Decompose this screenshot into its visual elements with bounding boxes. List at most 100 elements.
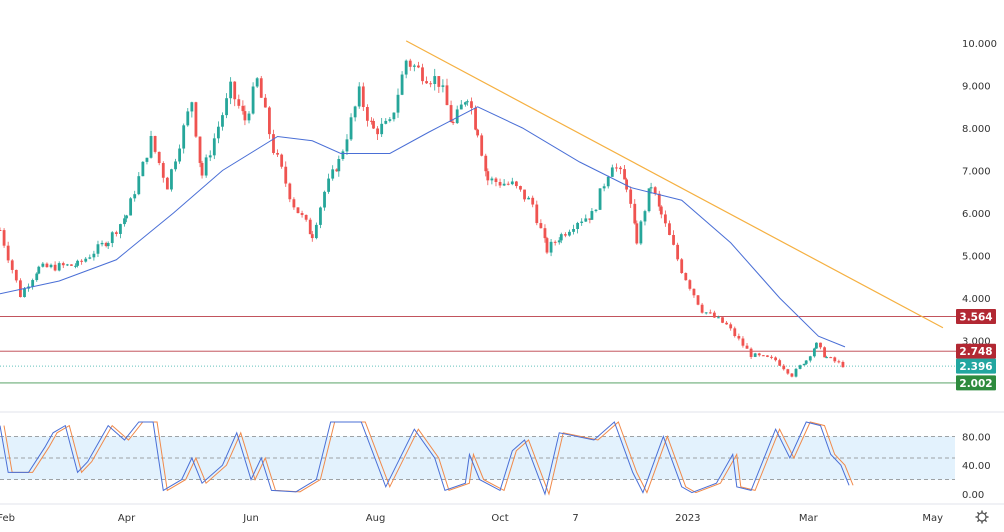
candle (104, 242, 108, 247)
candle (23, 288, 26, 298)
candle (165, 177, 169, 190)
price-level-tag (956, 343, 996, 359)
candle (712, 312, 716, 318)
time-tick-label: Aug (366, 513, 386, 524)
candle (676, 244, 680, 260)
candle (216, 126, 220, 139)
price-tick-label: 6.000 (962, 209, 991, 220)
candle (753, 353, 757, 357)
candle (314, 224, 318, 239)
price-tick-label: 10.000 (962, 39, 997, 50)
candle (476, 129, 480, 136)
candle (708, 312, 712, 314)
candle (668, 223, 671, 235)
candle (125, 215, 128, 219)
candle (463, 102, 467, 105)
candle (88, 257, 92, 259)
price-level-tag (956, 309, 996, 325)
candle (557, 240, 561, 243)
price-tick-label: 7.000 (962, 167, 991, 178)
candle (137, 176, 141, 195)
candle (365, 107, 369, 121)
candle (553, 241, 557, 243)
candle (119, 224, 122, 234)
candle (304, 214, 308, 220)
candle (527, 197, 531, 200)
candle (288, 183, 292, 200)
time-tick-label: 2023 (675, 513, 700, 524)
candle (76, 260, 79, 266)
candle (141, 161, 145, 177)
candle (404, 60, 408, 75)
candle (465, 101, 469, 103)
price-tick-label: 9.000 (962, 82, 991, 93)
candle (635, 223, 639, 244)
candle (559, 234, 563, 241)
candle (680, 259, 684, 273)
candle (653, 187, 657, 194)
candle (80, 260, 84, 262)
candle (429, 83, 433, 85)
time-tick-label: Apr (118, 513, 136, 524)
candle (345, 139, 349, 152)
candle (659, 206, 663, 215)
candle (396, 94, 400, 113)
candle (370, 120, 373, 122)
candle (725, 322, 729, 325)
candle (437, 76, 441, 87)
candle (186, 111, 190, 126)
candle (341, 151, 345, 160)
candle (92, 253, 96, 258)
candle (174, 161, 177, 170)
candle (145, 157, 149, 162)
candle (531, 197, 535, 205)
candle (606, 176, 610, 187)
candle (357, 86, 361, 107)
candle (237, 99, 241, 106)
candle (300, 213, 304, 215)
candle (449, 105, 453, 122)
candle (57, 263, 61, 271)
candle (733, 328, 737, 337)
candle (388, 119, 392, 121)
candle (384, 120, 388, 124)
candle (545, 238, 549, 253)
price-level-label: 2.002 (959, 378, 992, 390)
candle (543, 228, 547, 239)
candle (510, 181, 514, 185)
candle (198, 136, 202, 163)
candle (519, 186, 522, 190)
candle (663, 214, 667, 224)
price-level-label: 2.396 (959, 361, 992, 373)
candle (208, 155, 212, 158)
candle (833, 357, 837, 362)
candle (349, 117, 353, 140)
trendline[interactable] (405, 40, 944, 329)
candle (486, 171, 490, 181)
candle (259, 78, 263, 98)
candle (798, 365, 802, 369)
candle (808, 356, 812, 361)
candle (0, 230, 2, 231)
candle (6, 245, 10, 261)
stochastic-tick-label: 40.00 (962, 461, 991, 472)
price-level-tag (956, 358, 996, 374)
candle (774, 357, 777, 361)
settings-gear-icon[interactable] (975, 510, 989, 524)
candle (10, 260, 14, 270)
candle (576, 222, 580, 230)
candle (745, 345, 749, 349)
price-level-tag (956, 375, 996, 391)
candle (417, 65, 420, 68)
candle (229, 81, 233, 99)
candle (194, 102, 198, 137)
time-tick-label: May (922, 513, 943, 524)
candle (494, 178, 498, 182)
candle (255, 78, 259, 87)
candle (639, 221, 643, 244)
candle (778, 360, 782, 366)
candle (672, 234, 675, 245)
candle (480, 135, 484, 156)
time-tick-label: Jun (242, 513, 259, 524)
